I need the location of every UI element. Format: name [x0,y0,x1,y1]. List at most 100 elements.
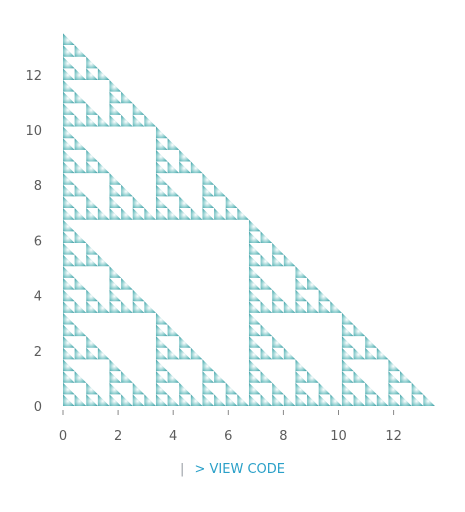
x-tick-label-8: 8 [279,429,287,444]
triangle-mark-188 [63,126,75,139]
triangle-mark-189 [155,208,168,220]
triangle-mark-20 [63,336,75,348]
x-axis: 0 2 4 6 8 10 12 [59,410,402,444]
triangle-mark-213 [155,138,168,150]
triangle-mark-196 [167,184,180,197]
triangle-mark-154 [260,254,273,267]
triangle-mark-78 [63,231,75,243]
y-tick-label-12: 12 [25,69,42,84]
triangle-mark-75 [86,254,98,267]
triangle-mark-4 [97,394,110,406]
triangle-mark-33 [155,371,168,383]
y-tick-label-6: 6 [34,234,42,249]
triangle-mark-48 [179,347,191,360]
triangle-mark-18 [63,347,75,360]
triangle-mark-127 [353,347,366,360]
triangle-mark-224 [63,79,75,92]
triangle-mark-114 [341,371,354,383]
triangle-mark-137 [248,289,261,302]
triangle-mark-185 [86,149,98,162]
triangle-mark-240 [63,45,75,57]
triangle-mark-215 [155,126,168,139]
triangle-mark-7 [74,371,87,383]
triangle-mark-136 [260,301,273,313]
triangle-mark-1 [74,394,87,406]
triangle-mark-89 [248,359,261,372]
triangle-mark-117 [388,394,401,406]
triangle-mark-226 [121,114,133,127]
triangle-mark-232 [121,91,133,104]
triangle-mark-166 [97,208,110,220]
triangle-mark-27 [155,394,168,406]
triangle-mark-97 [307,371,319,383]
triangle-mark-80 [63,219,75,232]
triangle-mark-201 [225,208,238,220]
triangle-mark-5 [86,382,98,395]
triangle-mark-230 [132,103,145,115]
triangle-mark-17 [109,359,122,372]
triangle-mark-21 [86,347,98,360]
triangle-mark-123 [388,371,401,383]
triangle-mark-37 [214,394,226,406]
triangle-mark-29 [155,382,168,395]
triangle-mark-82 [260,394,273,406]
triangle-mark-192 [179,208,191,220]
triangle-mark-197 [155,173,168,185]
triangle-mark-235 [74,68,87,80]
triangle-mark-158 [272,242,284,255]
footer: | > VIEW CODE [0,462,465,486]
triangle-mark-228 [132,114,145,127]
triangle-mark-241 [74,45,87,57]
triangle-mark-53 [155,312,168,325]
triangle-mark-95 [318,382,331,395]
triangle-mark-177 [109,184,122,197]
triangle-mark-101 [248,336,261,348]
triangle-mark-231 [109,91,122,104]
triangle-mark-207 [155,161,168,174]
y-tick-label-8: 8 [34,179,42,194]
triangle-mark-24 [63,324,75,337]
triangle-mark-142 [260,277,273,290]
triangle-mark-190 [167,208,180,220]
triangle-mark-169 [74,184,87,197]
triangle-mark-148 [330,301,342,313]
triangle-mark-147 [318,301,331,313]
triangle-mark-175 [144,208,156,220]
view-code-link[interactable]: > VIEW CODE [194,462,286,477]
triangle-mark-72 [63,254,75,267]
triangle-mark-58 [97,301,110,313]
triangle-mark-227 [109,103,122,115]
triangle-mark-0 [63,394,75,406]
triangle-mark-164 [63,196,75,209]
triangle-mark-128 [341,336,354,348]
triangle-mark-47 [155,336,168,348]
triangle-marks [63,33,435,406]
triangle-mark-184 [97,161,110,174]
triangle-mark-193 [190,208,203,220]
triangle-mark-111 [365,394,377,406]
triangle-mark-104 [272,336,284,348]
triangle-mark-211 [190,161,203,174]
x-tick-label-6: 6 [224,429,232,444]
triangle-mark-203 [225,196,238,209]
triangle-mark-26 [63,312,75,325]
triangle-mark-134 [341,312,354,325]
triangle-mark-34 [167,371,180,383]
triangle-mark-223 [74,91,87,104]
triangle-mark-68 [132,289,145,302]
triangle-mark-100 [260,347,273,360]
triangle-mark-172 [121,208,133,220]
triangle-mark-173 [109,196,122,209]
triangle-mark-237 [86,68,98,80]
triangle-mark-22 [97,347,110,360]
triangle-mark-119 [388,382,401,395]
triangle-mark-77 [86,242,98,255]
triangle-mark-150 [295,277,308,290]
triangle-mark-36 [202,394,215,406]
triangle-mark-110 [341,382,354,395]
triangle-mark-141 [248,277,261,290]
triangle-mark-83 [248,382,261,395]
triangle-mark-81 [248,394,261,406]
triangle-mark-152 [295,266,308,278]
triangle-mark-94 [330,394,342,406]
